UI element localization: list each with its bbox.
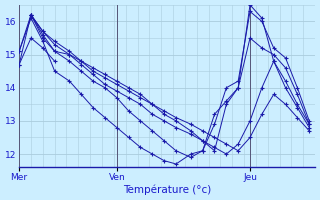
X-axis label: Température (°c): Température (°c) bbox=[123, 185, 211, 195]
